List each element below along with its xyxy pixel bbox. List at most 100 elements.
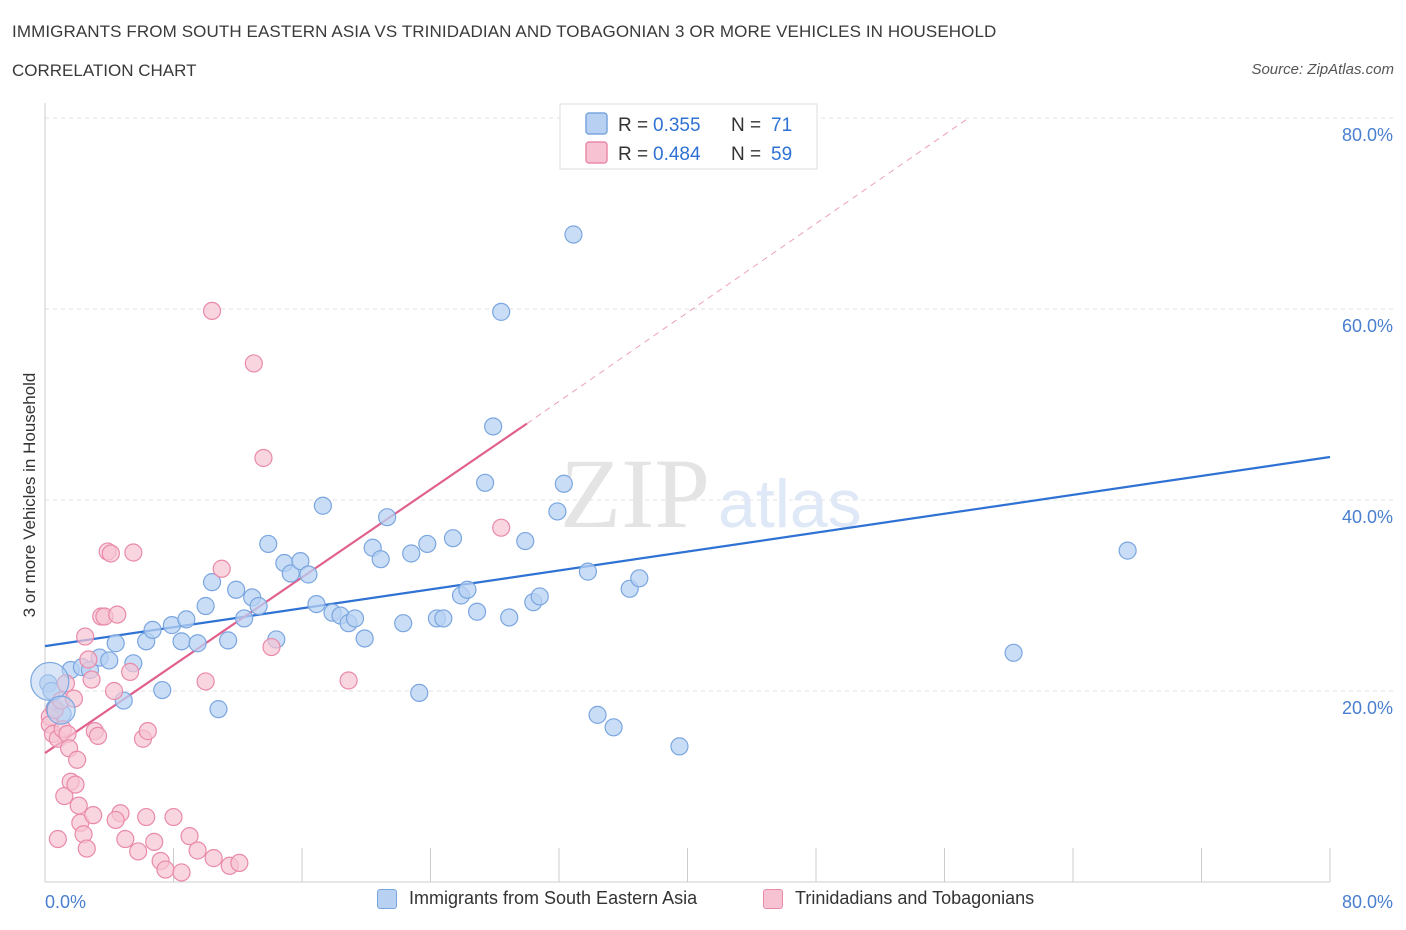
legend-n-value-2: 59 (771, 144, 792, 165)
y-tick-label: 20.0% (1342, 698, 1393, 718)
data-point-trinidad (88, 726, 108, 745)
data-point-trinidad (55, 786, 74, 806)
bottom-legend-item-blue: Immigrants from South Eastern Asia (377, 888, 697, 909)
data-point-se-asia (249, 596, 268, 616)
data-point-trinidad (492, 518, 511, 537)
bottom-legend-label-pink: Trinidadians and Tobagonians (795, 888, 1035, 908)
data-point-se-asia (227, 580, 246, 599)
data-point-trinidad (104, 681, 124, 701)
data-point-se-asia (443, 529, 463, 548)
data-point-trinidad (69, 796, 88, 815)
data-point-se-asia-cluster (46, 695, 76, 725)
data-point-trinidad (137, 807, 156, 827)
data-point-se-asia (371, 550, 390, 569)
chart-title: IMMIGRANTS FROM SOUTH EASTERN ASIA VS TR… (12, 22, 997, 41)
data-point-trinidad (254, 448, 273, 468)
data-point-trinidad (188, 841, 207, 860)
data-point-se-asia (196, 596, 215, 616)
data-point-se-asia (202, 573, 222, 592)
data-point-se-asia (153, 680, 172, 700)
data-point-trinidad (79, 650, 98, 669)
bottom-legend-item-pink: Trinidadians and Tobagonians (763, 888, 1034, 909)
data-point-trinidad (77, 839, 96, 858)
chart-subtitle: CORRELATION CHART (12, 61, 197, 80)
data-point-se-asia (345, 609, 365, 628)
y-tick-label: 60.0% (1342, 316, 1393, 336)
data-point-se-asia (219, 631, 238, 650)
data-point-se-asia (307, 594, 326, 614)
data-point-se-asia (434, 609, 453, 628)
data-point-trinidad (244, 354, 263, 373)
data-point-se-asia (281, 564, 300, 583)
data-point-se-asia (394, 614, 413, 633)
data-points (30, 225, 1137, 882)
data-point-se-asia (604, 718, 623, 737)
legend-swatch-pink (585, 141, 608, 164)
data-point-trinidad (129, 842, 148, 861)
data-point-trinidad (66, 775, 85, 794)
watermark-atlas: atlas (718, 466, 862, 542)
data-point-trinidad (124, 543, 143, 562)
data-point-trinidad (48, 829, 67, 849)
data-point-se-asia (209, 700, 228, 719)
legend-n-value-1: 71 (771, 115, 792, 136)
data-point-se-asia (492, 302, 511, 321)
y-axis-label: 3 or more Vehicles in Household (20, 373, 39, 618)
data-point-se-asia (291, 552, 310, 571)
data-point-trinidad (339, 671, 358, 690)
top-legend: R = 0.355 N = 71 R = 0.484 N = 59 (559, 103, 818, 170)
data-point-se-asia (188, 634, 207, 653)
data-point-se-asia (458, 580, 477, 599)
data-point-se-asia (100, 651, 119, 670)
data-point-se-asia (172, 632, 191, 651)
data-point-se-asia (500, 608, 519, 627)
bottom-legend-swatch-blue (377, 888, 397, 909)
data-point-trinidad (108, 605, 127, 624)
data-point-trinidad (196, 672, 215, 691)
legend-n-label-2: N = (731, 144, 761, 165)
data-point-trinidad (212, 559, 231, 578)
bottom-legend-label-blue: Immigrants from South Eastern Asia (409, 888, 698, 908)
data-point-trinidad (106, 810, 125, 830)
axes: 20.0% 40.0% 60.0% 80.0% 0.0% 80.0% (44, 103, 1393, 912)
data-point-trinidad (204, 849, 223, 868)
data-point-se-asia (530, 587, 549, 606)
data-point-trinidad (116, 829, 135, 849)
data-point-se-asia (578, 562, 598, 581)
data-point-trinidad (101, 544, 120, 563)
data-point-se-asia (299, 565, 318, 584)
data-point-se-asia (516, 531, 535, 551)
data-point-se-asia (564, 225, 583, 244)
data-point-se-asia (313, 496, 332, 515)
data-point-trinidad (76, 627, 95, 646)
data-point-se-asia (467, 602, 487, 621)
data-point-se-asia (1004, 643, 1023, 662)
legend-n-label-1: N = (731, 115, 761, 136)
data-point-se-asia-cluster (30, 661, 70, 702)
x-tick-label: 0.0% (45, 892, 86, 912)
data-point-trinidad (121, 662, 140, 682)
data-point-se-asia (143, 620, 162, 639)
watermark-zip: ZIP (560, 438, 710, 549)
data-point-se-asia (235, 609, 254, 628)
x-tick-label: 80.0% (1342, 892, 1393, 912)
data-point-trinidad (202, 301, 222, 321)
legend-r-label-1: R = (618, 115, 648, 136)
legend-r-label-2: R = (618, 144, 648, 165)
data-point-se-asia (670, 737, 689, 756)
data-point-trinidad (84, 806, 103, 825)
data-point-se-asia (476, 473, 495, 492)
data-point-se-asia (630, 569, 649, 588)
data-point-se-asia (418, 534, 437, 554)
data-point-trinidad (164, 807, 183, 827)
trendline-trinidad-extension (526, 117, 969, 425)
trend-lines (44, 117, 1331, 754)
data-point-trinidad (145, 832, 164, 851)
bottom-legend-swatch-pink (763, 888, 783, 909)
legend-r-value-1: 0.355 (653, 115, 701, 136)
data-point-se-asia (355, 629, 374, 648)
data-point-se-asia (548, 502, 567, 521)
legend-swatch-blue (585, 112, 608, 135)
data-point-se-asia (177, 610, 196, 629)
